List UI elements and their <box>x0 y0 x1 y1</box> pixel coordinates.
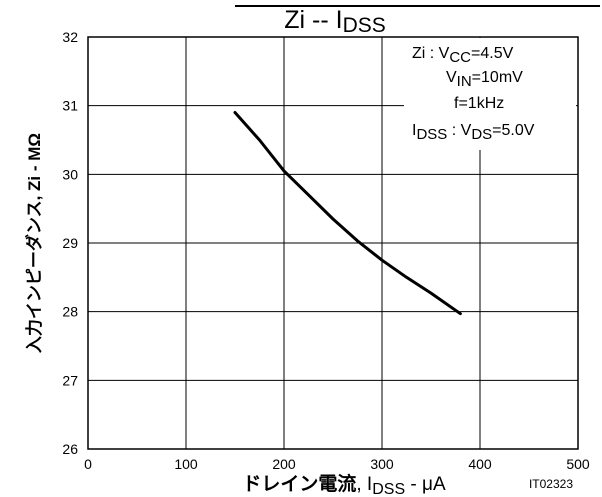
x-tick-label: 200 <box>272 456 296 472</box>
chart-title-main: Zi -- I <box>284 6 342 34</box>
x-tick-label: 500 <box>566 456 590 472</box>
condition-line-1: Zi : VCC=4.5V <box>412 45 514 66</box>
y-tick-label: 26 <box>62 441 78 457</box>
y-axis-label: 入力インピーダンス, Zi - MΩ <box>24 133 44 353</box>
x-axis-label: ドレイン電流, IDSS - μA <box>242 472 446 497</box>
x-tick-label: 300 <box>370 456 394 472</box>
chart-title-subscript: DSS <box>343 14 386 37</box>
y-tick-label: 32 <box>62 29 78 45</box>
x-axis-label-jp: ドレイン電流 <box>242 472 356 495</box>
condition-line-3: f=1kHz <box>454 95 504 112</box>
chart-title: Zi -- IDSS <box>284 6 386 37</box>
condition-line-4: IDSS : VDS=5.0V <box>412 122 535 143</box>
x-tick-label: 0 <box>84 456 92 472</box>
series-line <box>233 111 462 316</box>
figure-code: IT02323 <box>529 477 573 491</box>
y-tick-label: 27 <box>62 372 78 388</box>
x-tick-label: 400 <box>468 456 492 472</box>
y-tick-labels: 26 27 28 29 30 31 32 <box>62 29 78 457</box>
y-tick-label: 29 <box>62 235 78 251</box>
x-tick-label: 100 <box>174 456 198 472</box>
y-tick-label: 28 <box>62 304 78 320</box>
y-tick-label: 30 <box>62 166 78 182</box>
y-tick-label: 31 <box>62 98 78 114</box>
conditions-box <box>404 38 576 150</box>
plot-frame <box>87 36 579 450</box>
condition-line-2: VIN=10mV <box>446 69 523 90</box>
x-tick-labels: 0 100 200 300 400 500 <box>84 456 590 472</box>
